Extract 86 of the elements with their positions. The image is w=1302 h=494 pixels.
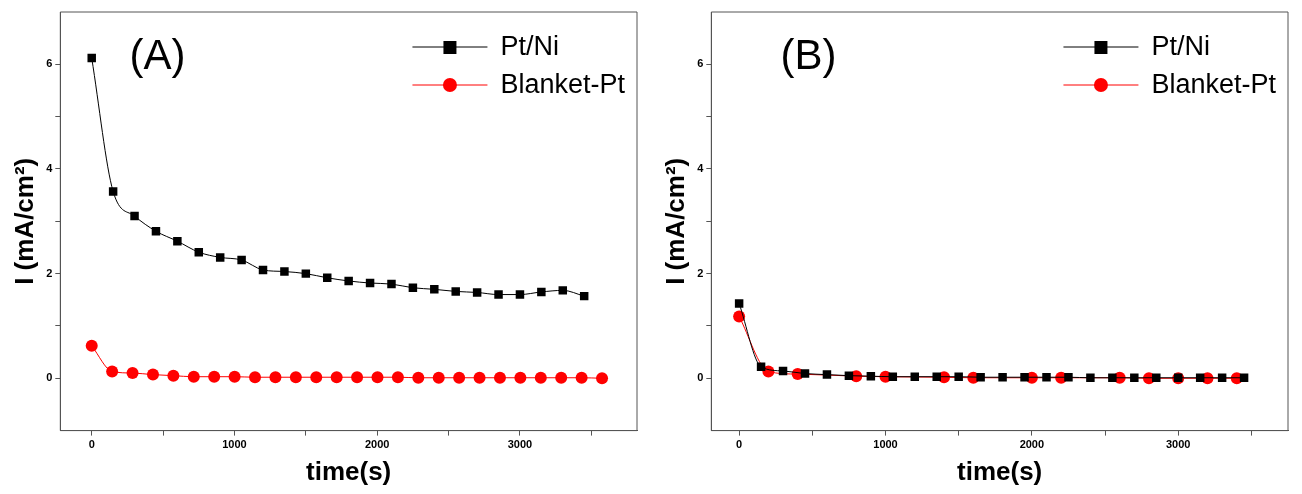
point xyxy=(1042,372,1051,382)
x-tick-label: 0 xyxy=(88,438,95,451)
x-axis-title: time(s) xyxy=(306,455,392,486)
point xyxy=(453,371,466,384)
y-tick-label: 6 xyxy=(46,57,53,70)
legend-label: Pt/Ni xyxy=(500,31,559,62)
point xyxy=(249,371,262,384)
point xyxy=(932,372,941,381)
point xyxy=(106,365,119,378)
point xyxy=(1152,373,1161,382)
point xyxy=(85,339,98,352)
point xyxy=(280,267,289,276)
y-axis-title: I (mA/cm²) xyxy=(659,157,690,285)
point xyxy=(130,211,139,221)
point xyxy=(228,370,241,383)
point xyxy=(800,369,810,378)
point xyxy=(515,290,525,299)
point xyxy=(998,372,1007,382)
point xyxy=(289,371,302,384)
point xyxy=(208,370,221,383)
x-tick-label: 3000 xyxy=(507,438,533,451)
legend-label: Blanket-Pt xyxy=(500,69,626,100)
point xyxy=(391,371,404,384)
y-tick-label: 2 xyxy=(697,266,704,279)
annotation: (B) xyxy=(780,30,837,78)
x-tick-label: 2000 xyxy=(1019,438,1045,451)
y-axis-title: I (mA/cm²) xyxy=(8,157,39,285)
point xyxy=(330,371,343,384)
point xyxy=(473,371,486,384)
point xyxy=(371,371,384,384)
y-tick-label: 0 xyxy=(697,371,704,384)
point xyxy=(167,369,180,382)
point xyxy=(514,371,527,384)
point xyxy=(87,53,96,63)
point xyxy=(472,288,482,297)
point xyxy=(215,253,225,262)
point xyxy=(976,372,985,382)
point xyxy=(430,285,439,294)
x-tick-label: 0 xyxy=(736,438,743,451)
point xyxy=(493,371,506,384)
legend-label: Blanket-Pt xyxy=(1151,69,1277,100)
point xyxy=(1086,373,1095,382)
point xyxy=(822,370,832,379)
point xyxy=(558,286,568,295)
point xyxy=(351,371,364,384)
y-tick-label: 4 xyxy=(46,162,54,175)
point xyxy=(344,276,353,286)
point xyxy=(412,371,425,384)
x-axis-title: time(s) xyxy=(957,455,1043,486)
point xyxy=(108,187,118,196)
point xyxy=(126,367,139,380)
point xyxy=(954,372,963,381)
point xyxy=(534,371,547,384)
point xyxy=(1020,372,1029,382)
point xyxy=(310,371,323,384)
y-tick-label: 6 xyxy=(697,57,704,70)
point xyxy=(387,279,396,289)
point xyxy=(451,287,460,296)
point xyxy=(537,287,546,297)
x-tick-label: 3000 xyxy=(1165,438,1191,451)
point xyxy=(1064,372,1073,382)
point xyxy=(494,290,503,299)
point xyxy=(734,299,744,308)
point xyxy=(555,371,568,384)
y-tick-label: 4 xyxy=(697,162,705,175)
point xyxy=(187,370,200,383)
point xyxy=(575,371,588,384)
point xyxy=(910,372,920,381)
x-tick-label: 2000 xyxy=(364,438,390,451)
point xyxy=(146,368,159,381)
x-tick-label: 1000 xyxy=(873,438,898,451)
y-tick-label: 2 xyxy=(46,266,53,279)
point xyxy=(1108,373,1117,382)
point xyxy=(301,269,311,278)
x-tick-label: 1000 xyxy=(222,438,247,451)
point xyxy=(1130,373,1139,382)
point xyxy=(269,371,282,384)
point xyxy=(237,255,246,265)
annotation: (A) xyxy=(129,30,186,78)
point xyxy=(432,371,445,384)
y-tick-label: 0 xyxy=(46,371,53,384)
point xyxy=(173,236,182,246)
point xyxy=(844,371,854,380)
legend-label: Pt/Ni xyxy=(1151,31,1210,62)
point xyxy=(888,372,898,381)
point xyxy=(596,372,609,385)
